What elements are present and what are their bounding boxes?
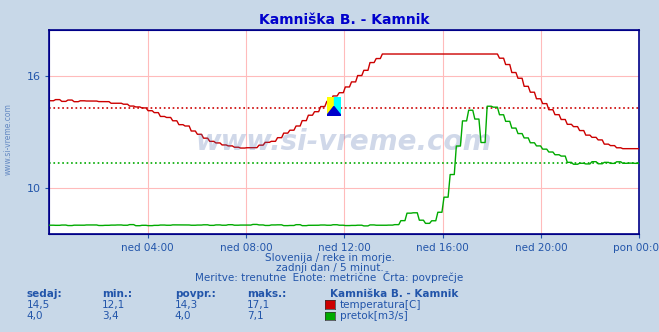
Text: 7,1: 7,1 [247,311,264,321]
Text: pretok[m3/s]: pretok[m3/s] [340,311,408,321]
Bar [327,97,334,116]
Text: 14,5: 14,5 [26,300,49,310]
Text: 4,0: 4,0 [26,311,43,321]
Polygon shape [327,107,341,116]
Text: Slovenija / reke in morje.: Slovenija / reke in morje. [264,253,395,263]
Title: Kamniška B. - Kamnik: Kamniška B. - Kamnik [259,13,430,27]
Text: zadnji dan / 5 minut.: zadnji dan / 5 minut. [275,263,384,273]
Text: Meritve: trenutne  Enote: metrične  Črta: povprečje: Meritve: trenutne Enote: metrične Črta: … [195,271,464,283]
Text: temperatura[C]: temperatura[C] [340,300,422,310]
Text: 12,1: 12,1 [102,300,125,310]
Bar [334,97,341,116]
Text: Kamniška B. - Kamnik: Kamniška B. - Kamnik [330,289,458,299]
Text: povpr.:: povpr.: [175,289,215,299]
Text: www.si-vreme.com: www.si-vreme.com [3,104,13,175]
Text: 3,4: 3,4 [102,311,119,321]
Text: sedaj:: sedaj: [26,289,62,299]
Text: 17,1: 17,1 [247,300,270,310]
Text: 14,3: 14,3 [175,300,198,310]
Text: 4,0: 4,0 [175,311,191,321]
Text: min.:: min.: [102,289,132,299]
Text: www.si-vreme.com: www.si-vreme.com [196,128,492,156]
Text: maks.:: maks.: [247,289,287,299]
